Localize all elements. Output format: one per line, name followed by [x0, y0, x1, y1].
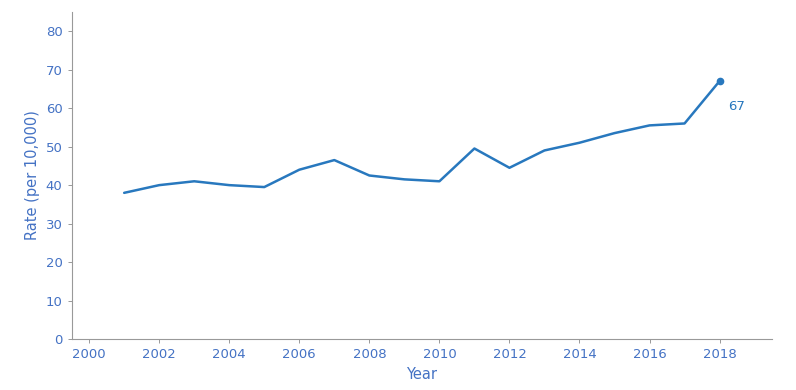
Y-axis label: Rate (per 10,000): Rate (per 10,000): [25, 110, 40, 241]
X-axis label: Year: Year: [407, 367, 437, 382]
Text: 67: 67: [728, 100, 745, 113]
